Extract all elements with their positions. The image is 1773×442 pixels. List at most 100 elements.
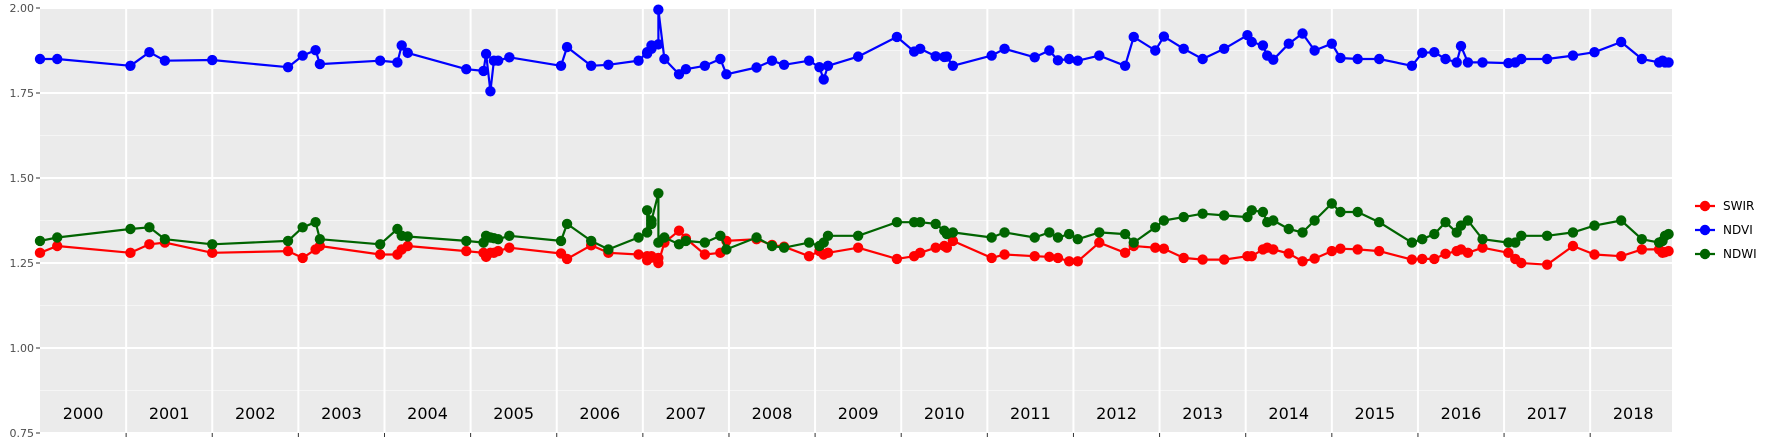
data-point: [1663, 228, 1674, 240]
data-point: [1429, 47, 1440, 58]
data-point: [1178, 211, 1189, 223]
data-point: [930, 51, 941, 62]
data-point: [1158, 31, 1170, 42]
year-label: 2013: [1182, 404, 1223, 423]
data-point: [1440, 217, 1451, 228]
data-point: [653, 257, 664, 269]
data-point: [852, 242, 864, 253]
y-tick-label: 1.00: [10, 342, 35, 355]
data-point: [891, 253, 903, 265]
data-point: [1246, 251, 1257, 262]
data-point: [1072, 55, 1083, 66]
data-point: [297, 222, 308, 233]
data-point: [1429, 228, 1440, 240]
y-tick-label: 2.00: [10, 2, 35, 15]
data-point: [1197, 208, 1208, 219]
data-point: [680, 235, 692, 247]
data-point: [818, 74, 829, 85]
data-point: [374, 55, 386, 66]
data-point: [1309, 215, 1320, 226]
data-point: [633, 232, 644, 243]
data-point: [1417, 253, 1428, 265]
data-point: [207, 247, 218, 258]
year-label: 2005: [493, 404, 534, 423]
data-point: [1072, 234, 1083, 245]
data-point: [633, 55, 644, 66]
data-point: [1516, 230, 1527, 241]
year-labels: 2000 2001 2002 2003 2004 2005 2006 2007 2008 2009…: [63, 404, 1654, 423]
data-point: [1119, 60, 1131, 71]
data-point: [1440, 248, 1451, 260]
year-label: 2001: [149, 404, 190, 423]
data-point: [1063, 53, 1075, 65]
data-point: [144, 47, 155, 58]
data-point: [941, 242, 953, 253]
data-point: [1477, 234, 1488, 245]
data-point: [1335, 206, 1346, 218]
series-layer: [34, 4, 1674, 270]
data-point: [1052, 55, 1064, 66]
legend-key-point: [1699, 224, 1711, 236]
legend: SWIR NDVI NDWI: [1695, 199, 1757, 261]
data-point: [999, 227, 1010, 238]
data-point: [561, 41, 573, 53]
data-point: [1218, 254, 1230, 265]
data-point: [1268, 215, 1279, 226]
data-point: [1029, 232, 1040, 243]
data-point: [34, 247, 46, 258]
data-point: [999, 43, 1010, 54]
data-point: [930, 218, 941, 230]
data-point: [803, 237, 815, 248]
data-point: [1072, 256, 1083, 267]
data-point: [34, 235, 46, 247]
y-tick-label: 1.25: [10, 257, 35, 270]
data-point: [1335, 243, 1346, 254]
data-point: [941, 51, 953, 62]
year-label: 2011: [1010, 404, 1051, 423]
data-point: [1268, 54, 1279, 65]
data-point: [699, 60, 711, 71]
data-point: [633, 249, 644, 260]
data-point: [986, 50, 997, 61]
data-point: [1309, 45, 1320, 56]
data-point: [1541, 53, 1553, 65]
data-point: [1615, 215, 1627, 226]
data-point: [1615, 36, 1627, 48]
data-point: [1406, 60, 1418, 71]
data-point: [822, 60, 834, 71]
data-point: [1373, 217, 1385, 228]
data-point: [822, 230, 834, 241]
data-point: [144, 222, 155, 233]
data-point: [1636, 234, 1648, 245]
data-point: [1119, 247, 1131, 258]
data-point: [715, 230, 726, 241]
data-point: [1029, 52, 1040, 63]
y-axis: 0.75 1.00 1.25 1.50 1.75 2.00: [10, 2, 1591, 440]
data-point: [914, 217, 926, 228]
data-point: [653, 188, 664, 199]
data-point: [1477, 242, 1488, 253]
data-point: [207, 54, 218, 66]
data-point: [1283, 38, 1294, 49]
data-point: [891, 31, 903, 43]
data-point: [1373, 245, 1385, 257]
data-point: [699, 237, 711, 248]
data-point: [803, 55, 815, 66]
data-point: [461, 63, 472, 75]
year-label: 2009: [838, 404, 879, 423]
data-point: [1128, 31, 1139, 43]
data-point: [1615, 251, 1627, 262]
data-point: [1158, 243, 1170, 254]
data-point: [1297, 227, 1308, 238]
data-point: [715, 53, 726, 65]
data-point: [480, 48, 492, 60]
data-point: [461, 235, 472, 247]
data-point: [310, 217, 321, 228]
data-point: [680, 63, 692, 75]
data-point: [1589, 249, 1600, 260]
data-point: [659, 232, 670, 243]
data-point: [1429, 253, 1440, 265]
data-point: [766, 55, 778, 66]
data-point: [822, 247, 834, 258]
data-point: [1440, 53, 1451, 65]
